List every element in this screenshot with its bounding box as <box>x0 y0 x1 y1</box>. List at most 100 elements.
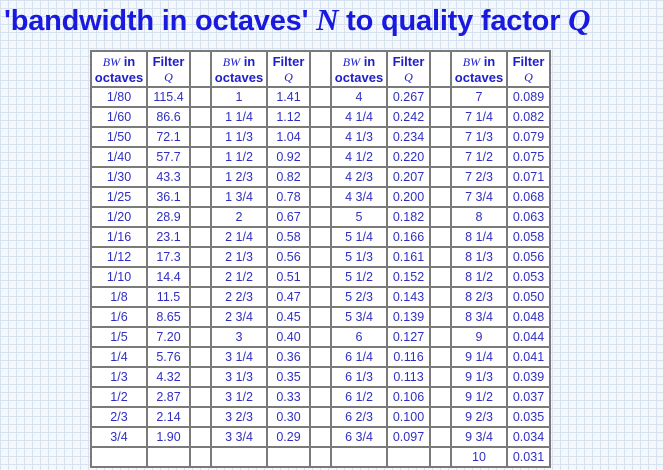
bw-cell: 1/16 <box>90 226 148 248</box>
q-cell: 0.200 <box>386 186 431 208</box>
bw-cell: 7 1/3 <box>450 126 508 148</box>
q-cell: 0.33 <box>266 386 311 408</box>
bw-cell: 3 1/2 <box>210 386 268 408</box>
spacer-cell <box>429 166 452 188</box>
q-cell: 0.58 <box>266 226 311 248</box>
q-cell: 57.7 <box>146 146 191 168</box>
q-cell: 0.67 <box>266 206 311 228</box>
table-row: 1/25 36.1 1 3/4 0.78 4 3/4 0.200 7 3/4 0.068 <box>90 186 551 208</box>
bw-cell <box>210 446 268 468</box>
q-cell <box>386 446 431 468</box>
header-bw: BW in octaves <box>210 50 268 88</box>
bw-cell <box>330 446 388 468</box>
spacer-cell <box>189 326 212 348</box>
bw-cell: 2/3 <box>90 406 148 428</box>
header-filter-q: Filter Q <box>506 50 551 88</box>
bw-cell: 2 3/4 <box>210 306 268 328</box>
spacer-cell <box>189 346 212 368</box>
q-cell: 0.78 <box>266 186 311 208</box>
spacer-cell <box>309 346 332 368</box>
bw-cell: 8 2/3 <box>450 286 508 308</box>
q-cell: 0.51 <box>266 266 311 288</box>
bw-cell: 9 1/3 <box>450 366 508 388</box>
q-cell: 0.127 <box>386 326 431 348</box>
table-row: 1/8 11.5 2 2/3 0.47 5 2/3 0.143 8 2/3 0.050 <box>90 286 551 308</box>
table-row: 1/16 23.1 2 1/4 0.58 5 1/4 0.166 8 1/4 0.058 <box>90 226 551 248</box>
table-row: 3/4 1.90 3 3/4 0.29 6 3/4 0.097 9 3/4 0.034 <box>90 426 551 448</box>
q-cell: 1.12 <box>266 106 311 128</box>
q-cell: 0.30 <box>266 406 311 428</box>
bw-cell: 7 1/2 <box>450 146 508 168</box>
spacer-cell <box>429 406 452 428</box>
spacer-cell <box>309 326 332 348</box>
bw-cell: 3/4 <box>90 426 148 448</box>
spacer-cell <box>309 386 332 408</box>
bw-cell: 2 1/2 <box>210 266 268 288</box>
bw-cell: 3 1/4 <box>210 346 268 368</box>
bw-cell: 1/80 <box>90 86 148 108</box>
spacer-cell <box>429 326 452 348</box>
q-cell: 1.41 <box>266 86 311 108</box>
spacer-cell <box>309 286 332 308</box>
bw-cell: 1/3 <box>90 366 148 388</box>
q-cell: 0.050 <box>506 286 551 308</box>
bw-cell: 1/60 <box>90 106 148 128</box>
spacer-cell <box>189 366 212 388</box>
q-cell <box>146 446 191 468</box>
bw-cell: 6 2/3 <box>330 406 388 428</box>
spacer-cell <box>309 426 332 448</box>
bw-cell: 9 <box>450 326 508 348</box>
bw-cell: 1 1/2 <box>210 146 268 168</box>
bw-cell: 3 <box>210 326 268 348</box>
spacer-cell <box>429 426 452 448</box>
spacer-cell <box>429 50 452 88</box>
bw-cell: 7 3/4 <box>450 186 508 208</box>
q-cell: 0.234 <box>386 126 431 148</box>
q-cell: 0.031 <box>506 446 551 468</box>
spacer-cell <box>429 146 452 168</box>
bw-cell: 5 <box>330 206 388 228</box>
bw-cell: 1/12 <box>90 246 148 268</box>
q-cell: 0.082 <box>506 106 551 128</box>
spacer-cell <box>309 306 332 328</box>
q-cell: 0.36 <box>266 346 311 368</box>
page-title: 'bandwidth in octaves' N to quality fact… <box>4 2 591 37</box>
bw-cell: 1/40 <box>90 146 148 168</box>
table-row: 1/80 115.4 1 1.41 4 0.267 7 0.089 <box>90 86 551 108</box>
bw-cell: 1/20 <box>90 206 148 228</box>
spacer-cell <box>189 226 212 248</box>
bw-cell: 3 3/4 <box>210 426 268 448</box>
bw-cell <box>90 446 148 468</box>
bw-cell: 2 <box>210 206 268 228</box>
q-cell: 0.152 <box>386 266 431 288</box>
q-cell: 0.242 <box>386 106 431 128</box>
header-bw: BW in octaves <box>450 50 508 88</box>
bw-cell: 1/8 <box>90 286 148 308</box>
spacer-cell <box>189 126 212 148</box>
bw-cell: 1/10 <box>90 266 148 288</box>
q-cell: 0.035 <box>506 406 551 428</box>
bw-cell: 1/50 <box>90 126 148 148</box>
spacer-cell <box>189 286 212 308</box>
q-cell: 0.220 <box>386 146 431 168</box>
q-cell: 0.048 <box>506 306 551 328</box>
q-cell: 14.4 <box>146 266 191 288</box>
q-cell: 2.87 <box>146 386 191 408</box>
table-row: 1/40 57.7 1 1/2 0.92 4 1/2 0.220 7 1/2 0.075 <box>90 146 551 168</box>
bw-cell: 1 1/3 <box>210 126 268 148</box>
spacer-cell <box>429 346 452 368</box>
q-cell: 0.071 <box>506 166 551 188</box>
table-row: 1/10 14.4 2 1/2 0.51 5 1/2 0.152 8 1/2 0.053 <box>90 266 551 288</box>
spacer-cell <box>309 166 332 188</box>
table-row: 1/50 72.1 1 1/3 1.04 4 1/3 0.234 7 1/3 0.079 <box>90 126 551 148</box>
bw-cell: 2 2/3 <box>210 286 268 308</box>
bw-cell: 5 3/4 <box>330 306 388 328</box>
bw-cell: 6 3/4 <box>330 426 388 448</box>
conversion-table: BW in octaves Filter Q BW in octaves Filter Q BW… <box>90 50 551 468</box>
spacer-cell <box>309 146 332 168</box>
bw-cell: 5 1/3 <box>330 246 388 268</box>
spacer-cell <box>309 246 332 268</box>
spacer-cell <box>309 446 332 468</box>
q-cell <box>266 446 311 468</box>
q-cell: 0.056 <box>506 246 551 268</box>
